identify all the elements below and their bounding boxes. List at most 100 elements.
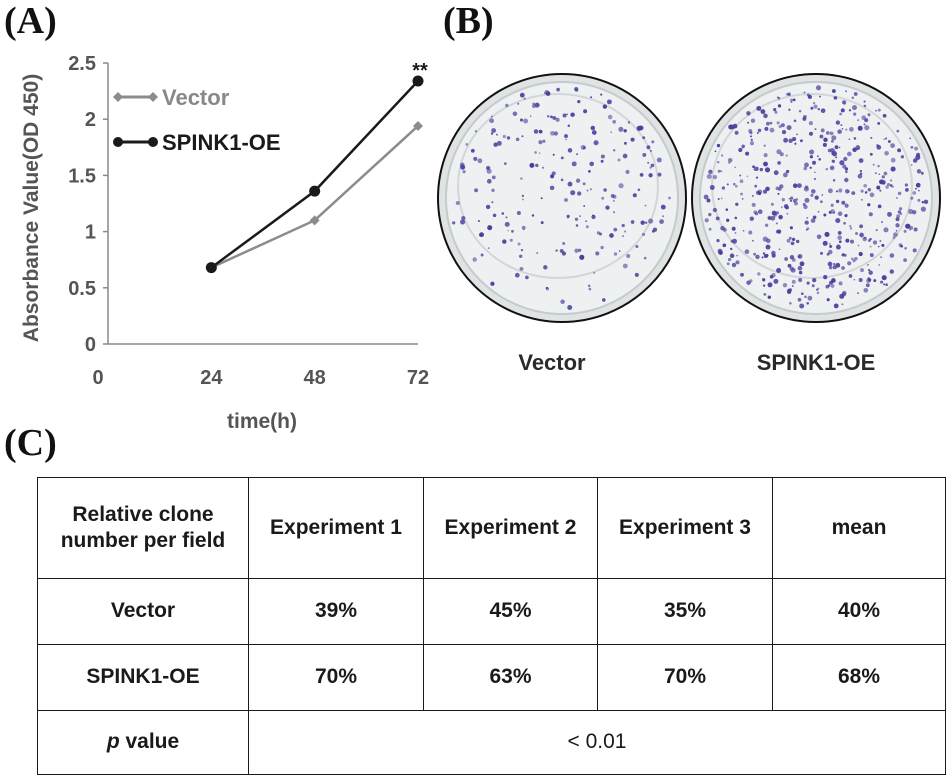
colony-dot	[813, 177, 816, 181]
colony-dot	[798, 270, 803, 275]
colony-dot	[561, 251, 566, 256]
p-value-cell: < 0.01	[248, 710, 946, 775]
colony-dot	[848, 109, 852, 112]
colony-dot	[622, 263, 628, 269]
colony-dot	[775, 211, 779, 215]
data-point	[309, 185, 321, 197]
colony-dot	[590, 125, 596, 131]
colony-dot	[851, 257, 854, 261]
colony-dot	[777, 192, 780, 195]
colony-dot	[612, 119, 617, 124]
table-header-row: Relative clone number per field Experime…	[37, 477, 946, 579]
colony-dot	[825, 168, 828, 171]
colony-dot	[505, 103, 509, 108]
colony-dot	[649, 166, 652, 169]
table-cell: 39%	[248, 578, 424, 645]
colony-dot	[764, 126, 769, 131]
colony-dot	[867, 188, 871, 192]
colony-dot	[750, 138, 753, 142]
colony-dot	[799, 303, 805, 309]
colony-dot	[516, 211, 521, 215]
colony-dot	[890, 157, 896, 163]
colony-dot	[796, 133, 798, 136]
colony-dot	[841, 303, 844, 306]
plate-vector	[436, 72, 688, 329]
colony-dot	[914, 146, 919, 151]
colony-dot	[639, 173, 644, 177]
colony-dot	[726, 183, 729, 186]
colony-dot	[542, 139, 546, 143]
colony-dot	[859, 224, 864, 229]
colony-dot	[877, 245, 880, 248]
colony-dot	[735, 184, 738, 188]
colony-dot	[514, 272, 520, 278]
colony-dot	[852, 105, 857, 111]
y-tick-label: 2.5	[68, 53, 96, 75]
colony-dot	[881, 175, 885, 179]
colony-dot	[795, 198, 798, 201]
colony-dot	[809, 166, 812, 169]
colony-dot	[839, 160, 845, 166]
colony-dot	[521, 198, 524, 201]
colony-dot	[647, 161, 650, 164]
colony-dot	[789, 301, 792, 305]
colony-dot	[809, 149, 815, 155]
colony-dot	[757, 189, 763, 194]
colony-dot	[819, 95, 821, 98]
colony-dot	[546, 115, 550, 118]
colony-dot	[605, 205, 610, 210]
p-symbol: p	[106, 730, 120, 754]
colony-dot	[754, 184, 758, 188]
colony-dot	[817, 108, 820, 111]
colony-dot	[519, 266, 524, 271]
colony-dot	[881, 275, 887, 281]
colony-dot	[716, 161, 720, 164]
colony-dot	[624, 141, 627, 144]
colony-dot	[827, 188, 833, 194]
colony-dot	[560, 156, 564, 160]
colony-dot	[634, 272, 639, 277]
colony-dot	[593, 140, 599, 146]
colony-dot	[509, 238, 513, 242]
colony-dot	[577, 100, 581, 104]
colony-dot	[878, 173, 881, 175]
colony-dot	[501, 212, 505, 215]
colony-dot	[830, 139, 834, 143]
x-tick-label: 72	[407, 367, 429, 389]
colony-dot	[645, 221, 648, 224]
colony-dot	[770, 202, 774, 206]
colony-dot	[807, 295, 813, 301]
colony-dot	[706, 198, 711, 203]
colony-dot	[712, 174, 718, 180]
colony-dot	[714, 150, 717, 153]
colony-dot	[564, 198, 568, 202]
table-cell: 35%	[597, 578, 773, 645]
colony-dot	[829, 280, 833, 285]
colony-dot	[878, 263, 881, 266]
colony-dot	[535, 163, 539, 168]
colony-dot	[804, 162, 809, 168]
colony-dot	[816, 291, 820, 295]
colony-dot	[744, 249, 750, 255]
colony-dot	[851, 191, 856, 196]
colony-dot	[599, 232, 602, 236]
colony-dot	[473, 156, 478, 161]
colony-dot	[575, 224, 579, 227]
colony-dot	[835, 217, 841, 224]
colony-dot	[845, 170, 848, 174]
colony-dot	[728, 161, 731, 164]
colony-dot	[840, 124, 843, 127]
colony-dot	[720, 197, 723, 200]
colony-dot	[612, 211, 616, 214]
colony-dot	[659, 219, 664, 224]
colony-dot	[820, 128, 825, 133]
colony-dot	[767, 282, 773, 288]
table-row: SPINK1-OE 70% 63% 70% 68%	[37, 644, 946, 711]
colony-dot	[843, 221, 846, 225]
colony-dot	[820, 251, 823, 255]
colony-dot	[600, 93, 603, 96]
colony-dot	[838, 146, 841, 149]
colony-dot	[560, 299, 565, 304]
colony-dot	[889, 269, 894, 274]
colony-dot	[834, 145, 839, 150]
